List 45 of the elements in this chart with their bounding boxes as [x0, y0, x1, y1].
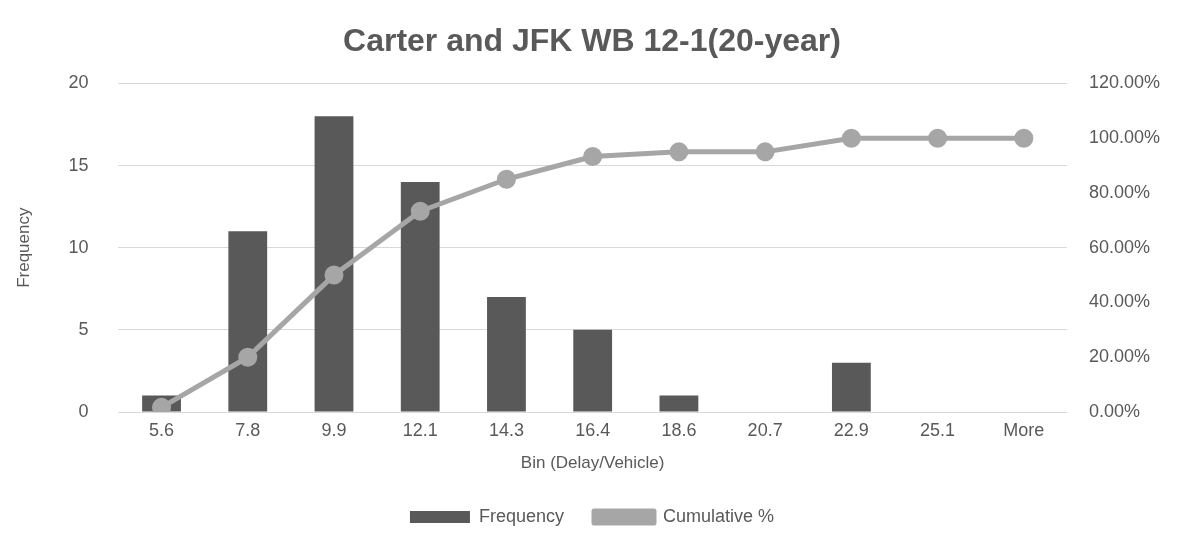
y2-tick-label: 80.00%	[1088, 181, 1150, 202]
bar	[573, 329, 613, 412]
point	[755, 142, 775, 162]
x-tick-label: More	[1003, 419, 1045, 440]
y-tick-label: 20	[68, 72, 89, 93]
point	[841, 128, 861, 148]
y2-tick-label: 40.00%	[1088, 291, 1150, 312]
point	[1014, 128, 1034, 148]
x-tick-label: 9.9	[321, 419, 347, 440]
x-tick-label: 20.7	[747, 419, 783, 440]
x-tick-label: 5.6	[149, 419, 175, 440]
point	[238, 347, 258, 367]
y2-tick-label: 60.00%	[1088, 236, 1150, 257]
point	[410, 201, 430, 221]
y-tick-label: 0	[78, 400, 89, 421]
y2-tick-label: 100.00%	[1088, 127, 1160, 148]
y-axis-title: Frequency	[13, 207, 33, 288]
bar	[314, 116, 354, 412]
x-axis-title: Bin (Delay/Vehicle)	[520, 453, 665, 473]
y2-tick-label: 0.00%	[1088, 400, 1140, 421]
y2-tick-label: 120.00%	[1088, 72, 1160, 93]
bar	[831, 362, 871, 412]
x-tick-label: 12.1	[402, 419, 438, 440]
point	[928, 128, 948, 148]
y-tick-label: 5	[78, 318, 89, 339]
point	[669, 142, 689, 162]
point	[324, 265, 344, 285]
x-tick-label: 16.4	[575, 419, 611, 440]
legend-label: Cumulative %	[663, 505, 775, 526]
bar	[228, 231, 268, 412]
y-tick-label: 15	[68, 154, 89, 175]
x-tick-label: 22.9	[833, 419, 869, 440]
legend-label: Frequency	[478, 505, 564, 526]
chart-title: Carter and JFK WB 12-1(20-year)	[343, 22, 841, 59]
x-tick-label: 18.6	[661, 419, 697, 440]
point	[496, 169, 516, 189]
x-tick-label: 7.8	[235, 419, 261, 440]
bar	[400, 181, 440, 412]
bar	[487, 296, 526, 412]
y-tick-label: 10	[68, 236, 89, 257]
x-tick-label: 25.1	[920, 419, 956, 440]
y2-tick-label: 20.00%	[1088, 346, 1150, 367]
bar	[659, 395, 699, 412]
point	[583, 147, 603, 167]
x-tick-label: 14.3	[488, 419, 524, 440]
